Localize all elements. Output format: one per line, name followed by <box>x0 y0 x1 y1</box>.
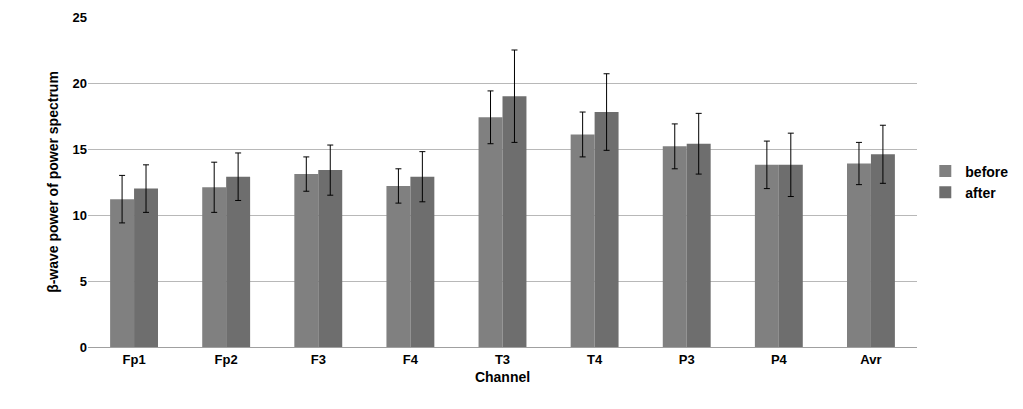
svg-text:before: before <box>965 164 1008 180</box>
svg-text:0: 0 <box>80 340 87 355</box>
svg-text:Channel: Channel <box>475 369 530 385</box>
svg-text:β-wave power of power spectrum: β-wave power of power spectrum <box>45 71 61 293</box>
svg-text:after: after <box>965 185 996 201</box>
svg-text:T3: T3 <box>495 352 510 367</box>
svg-text:Fp1: Fp1 <box>122 352 145 367</box>
svg-text:20: 20 <box>73 76 87 91</box>
svg-text:F4: F4 <box>403 352 419 367</box>
svg-text:T4: T4 <box>587 352 603 367</box>
svg-text:Avr: Avr <box>860 352 881 367</box>
svg-text:F3: F3 <box>311 352 326 367</box>
svg-text:5: 5 <box>80 274 87 289</box>
svg-text:P4: P4 <box>771 352 788 367</box>
svg-text:Fp2: Fp2 <box>215 352 238 367</box>
svg-text:25: 25 <box>73 10 87 25</box>
svg-text:15: 15 <box>73 142 87 157</box>
svg-text:P3: P3 <box>679 352 695 367</box>
svg-text:10: 10 <box>73 208 87 223</box>
